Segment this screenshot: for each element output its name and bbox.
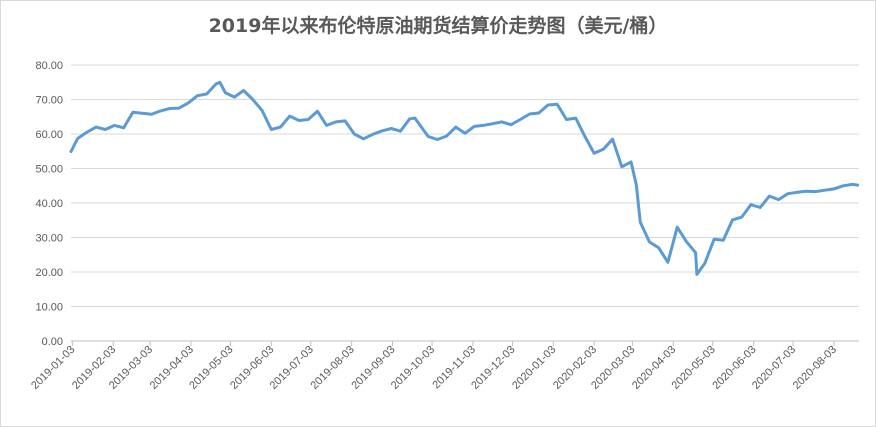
series-lines [69,80,860,276]
series-line [69,80,860,276]
y-tick-label: 40.00 [35,198,63,210]
y-tick-label: 20.00 [35,267,63,279]
y-tick-label: 50.00 [35,164,63,176]
y-tick-label: 80.00 [35,60,63,72]
y-tick-label: 10.00 [35,302,63,314]
chart-title: 2019年以来布伦特原油期货结算价走势图（美元/桶） [208,15,668,37]
y-axis-ticks: 0.00 10.00 20.00 30.00 40.00 50.00 60.00 70.00 8… [35,60,63,348]
x-axis-ticks: 2019-01-032019-02-032019-03-032019-04-03… [29,341,839,392]
y-tick-label: 0.00 [42,336,63,348]
gridlines [71,64,859,342]
y-tick-label: 60.00 [35,129,63,141]
y-tick-label: 30.00 [35,233,63,245]
y-tick-label: 70.00 [35,95,63,107]
x-tick-label: 2020-08-03 [791,344,839,392]
